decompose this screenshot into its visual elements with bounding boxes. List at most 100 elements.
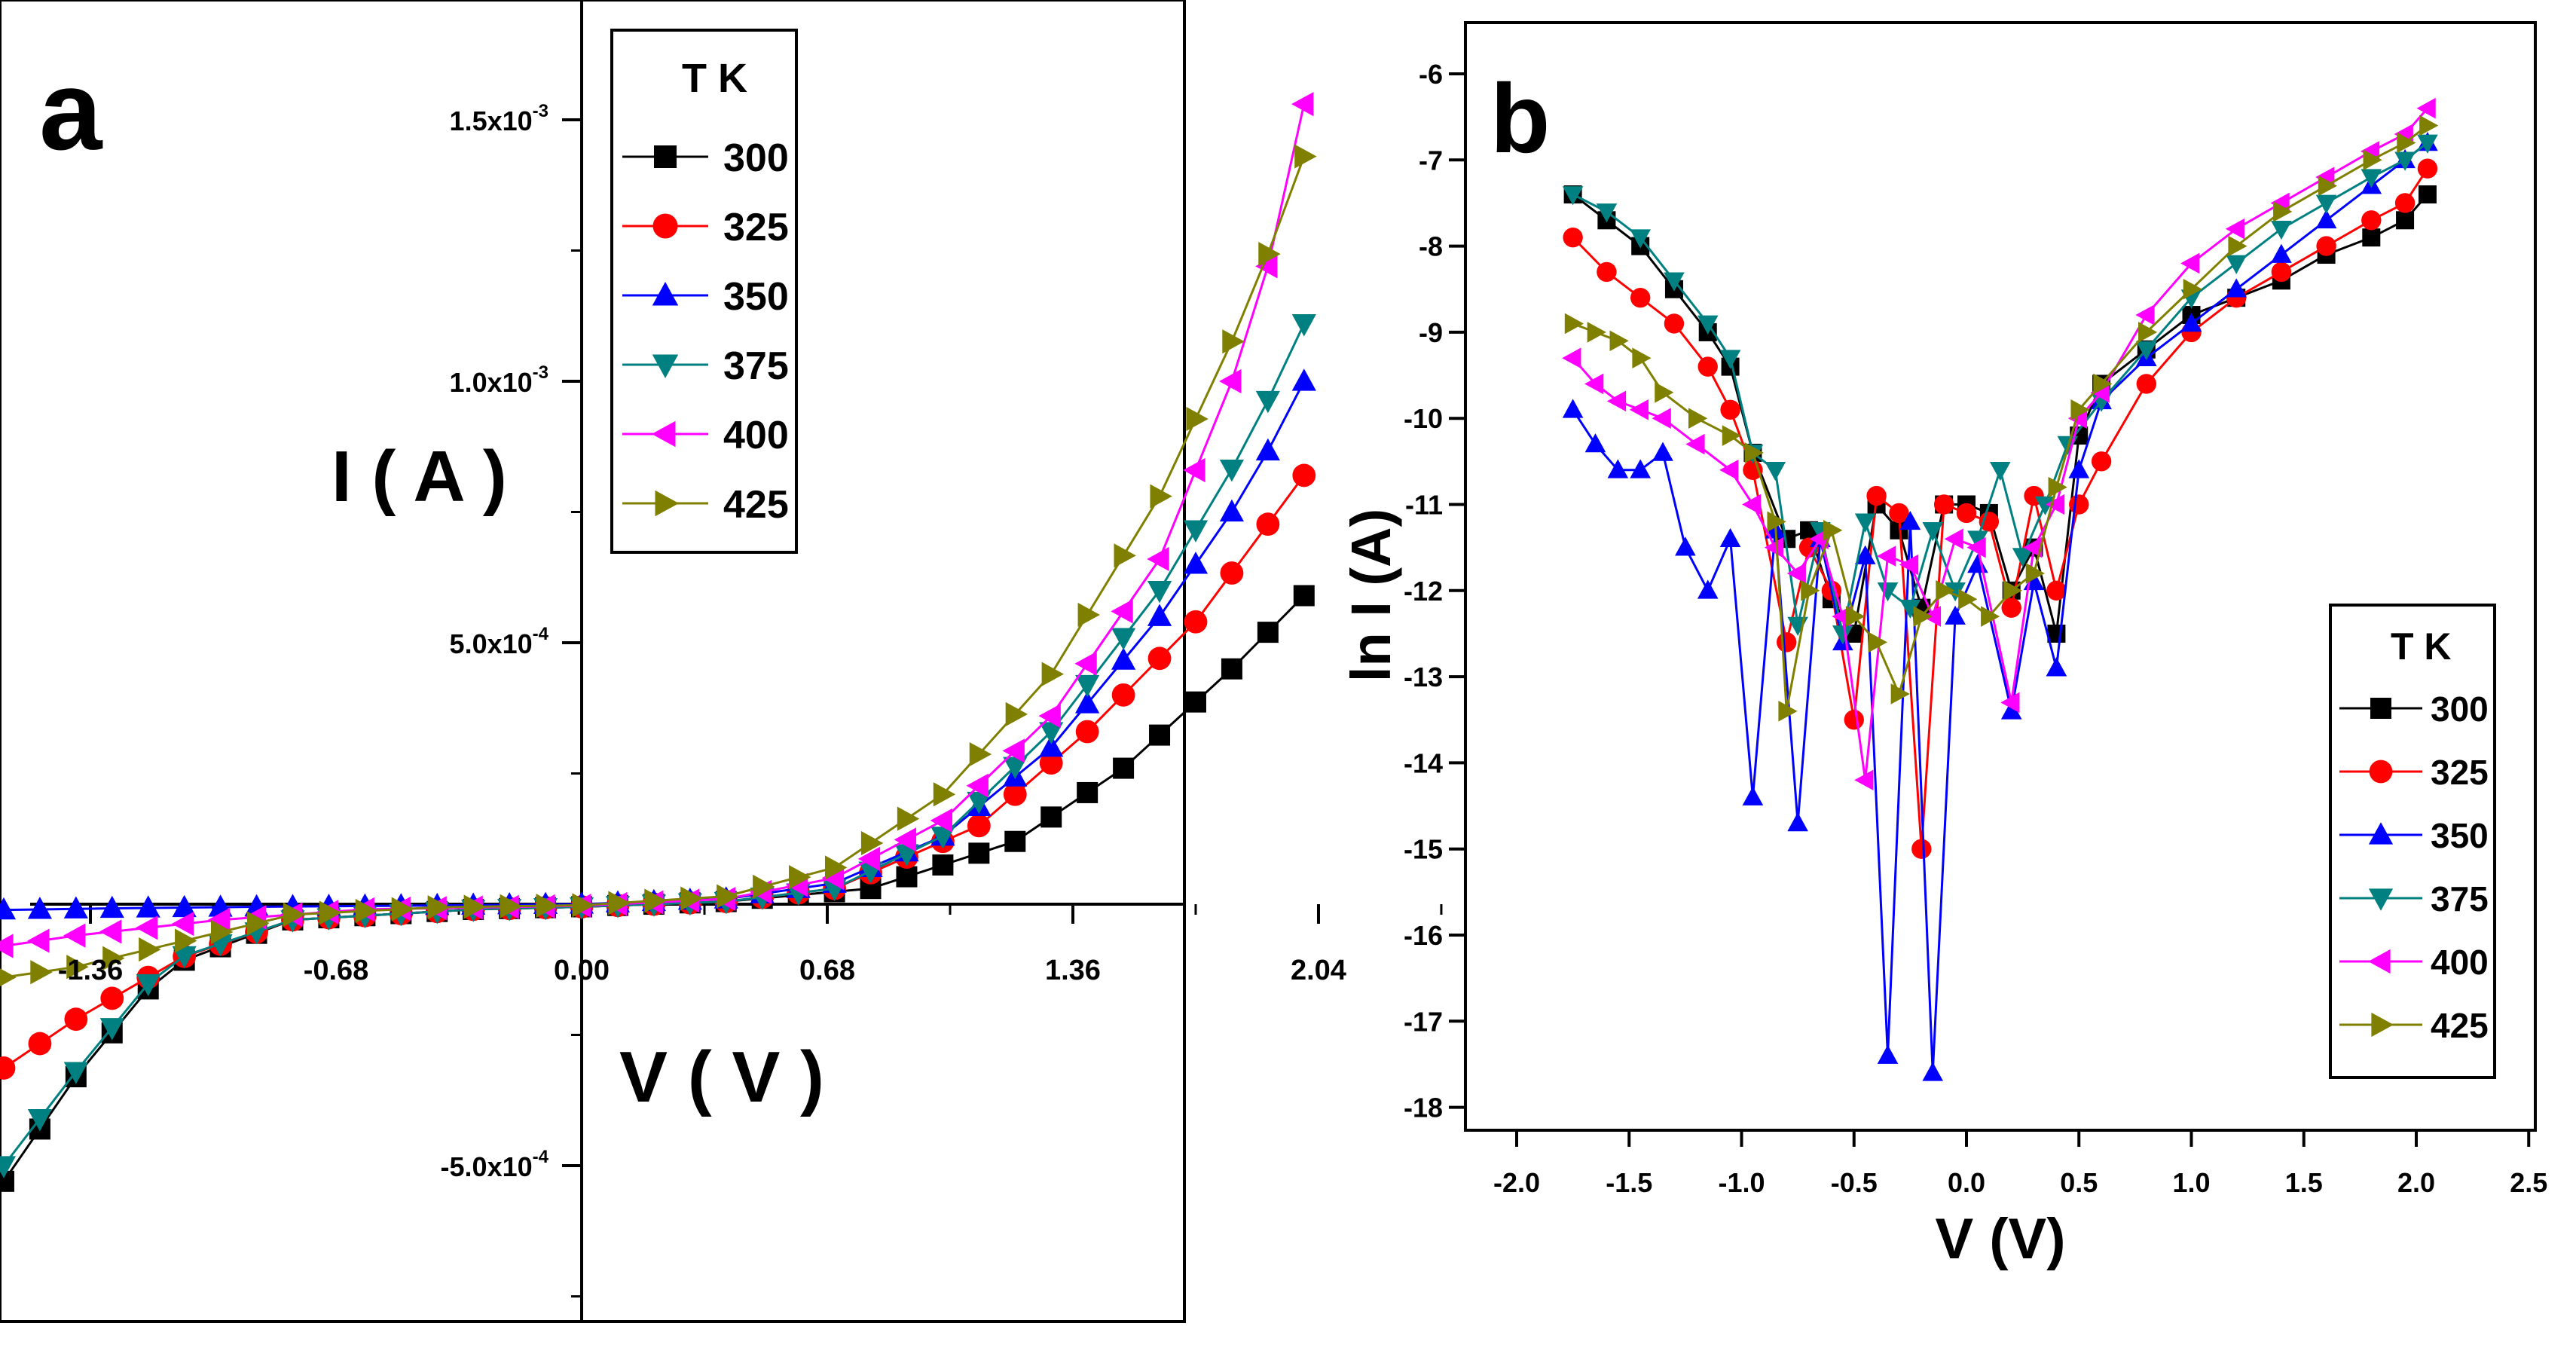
panel-b-point-425 [2363,149,2382,171]
panel-a-x-tick-label: 0.00 [554,955,610,986]
panel-b-y-tick-label: -17 [1404,1006,1443,1037]
panel-b-point-425 [2048,476,2067,498]
panel-b-point-425 [1744,442,1764,463]
panel-a-point-350 [172,894,197,918]
panel-b-point-425 [2318,175,2337,197]
panel-b-point-425 [1936,580,1955,601]
panel-b-point-325 [1664,313,1685,334]
panel-a-point-375 [63,1062,88,1084]
panel-b-point-425 [1778,701,1798,722]
panel-b-point-325 [1697,356,1718,377]
panel-b-point-375 [1877,582,1899,602]
panel-a-legend-label: 400 [723,414,789,457]
panel-b-point-425 [1564,313,1584,335]
panel-a-point-400 [1002,738,1025,763]
panel-b-legend-entry-425: 425 [2339,1006,2489,1045]
panel-a-y-axis-title: I ( A ) [332,436,507,517]
panel-a-legend-entry-350: 350 [622,275,789,319]
panel-a-series-425 [0,144,1317,987]
panel-b-point-425 [1958,588,1978,610]
panel-b-legend-label: 425 [2431,1006,2489,1045]
panel-a-legend-title: T K [682,56,747,101]
panel-a-point-400 [930,808,952,833]
panel-a-x-tick-label: -0.68 [304,955,369,986]
panel-a-legend-entry-325: 325 [622,206,789,249]
panel-a-point-425 [391,897,414,922]
panel-a-point-400 [1183,457,1205,483]
panel-b-point-325 [2394,193,2416,213]
panel-a-x-tick-label: 2.04 [1291,955,1346,986]
panel-a-point-400 [1038,704,1061,729]
panel-a-point-425 [1114,543,1136,568]
panel-a-point-375 [1147,581,1172,604]
panel-b-point-325 [1630,287,1651,308]
panel-b-point-425 [1890,683,1910,705]
panel-b-point-325 [1720,399,1740,420]
panel-b-legend-entry-300: 300 [2339,689,2489,729]
panel-b-legend-marker-375 [2368,888,2394,911]
panel-b-legend-marker-350 [2368,822,2394,845]
panel-b-legend-entry-400: 400 [2339,943,2489,982]
panel-a-point-425 [1222,329,1245,354]
panel-b-point-425 [1632,347,1652,368]
panel-b-point-325 [2361,210,2382,231]
panel-a-point-425 [246,911,270,936]
panel-b-point-375 [2394,151,2416,171]
panel-a-point-425 [1186,406,1209,432]
panel-b-series-line-350 [1572,142,2428,1073]
panel-a-x-tick-labels: -2.04-1.36-0.680.000.681.362.04 [58,955,1346,986]
panel-b-point-325 [2069,494,2089,515]
panel-a-point-425 [102,946,125,970]
panel-a-point-300 [1040,806,1062,828]
panel-b-point-425 [1845,606,1866,627]
panel-a-legend-label: 300 [723,136,789,180]
panel-a-point-300 [896,866,918,888]
panel-b-y-tick-label: -7 [1419,145,1443,176]
panel-a-legend-entry-400: 400 [622,414,789,457]
panel-a-point-375 [172,946,197,969]
panel-a-y-tick-label: 1.0x10-3 [450,362,549,398]
panel-a-point-375 [99,1018,124,1041]
panel-a-point-425 [211,919,234,945]
panel-b-point-375 [1945,582,1966,602]
panel-b-point-350 [1607,459,1629,478]
panel-b-point-375 [2012,548,2034,567]
panel-a-series-layer [0,92,1317,1192]
panel-b-point-375 [2417,134,2438,154]
panel-b-point-375 [1596,203,1618,223]
panel-b-series-400 [1562,97,2436,791]
panel-b-series-425 [1564,115,2439,722]
panel-b-point-425 [2025,563,2045,584]
panel-a-point-375 [967,791,992,815]
panel-b-x-tick-label: -1.0 [1718,1167,1765,1198]
panel-a-point-425 [897,806,920,831]
panel-b-point-425 [1801,580,1820,601]
panel-b-x-tick-label: 0.5 [2060,1167,2098,1198]
panel-b-point-325 [2136,374,2156,394]
panel-a-point-325 [100,986,124,1010]
panel-a-point-425 [572,893,594,918]
panel-a-point-375 [1111,628,1136,650]
panel-a-legend-entry-375: 375 [622,344,789,388]
panel-a-point-425 [536,893,558,918]
panel-b-point-350 [1742,786,1764,805]
panel-a-point-425 [644,888,667,913]
panel-b-point-350 [2315,209,2337,229]
panel-b-point-375 [1899,599,1921,619]
panel-a-point-400 [99,919,122,944]
panel-b-point-325 [2271,261,2292,283]
panel-a-point-425 [1041,662,1065,686]
panel-b-y-tick-label: -16 [1404,920,1443,951]
panel-a-legend-label: 375 [723,344,789,388]
panel-b-point-400 [1877,546,1896,567]
panel-b-point-425 [1981,606,2000,627]
panel-b-point-425 [2070,399,2090,420]
panel-a-point-425 [427,895,451,920]
panel-a-point-350 [1255,438,1280,461]
panel-b-point-375 [2271,220,2292,240]
panel-b-point-375 [1922,521,1944,542]
panel-a-point-425 [824,855,848,880]
panel-b-point-350 [1584,433,1606,453]
panel-b-y-tick-label: -10 [1404,403,1443,434]
